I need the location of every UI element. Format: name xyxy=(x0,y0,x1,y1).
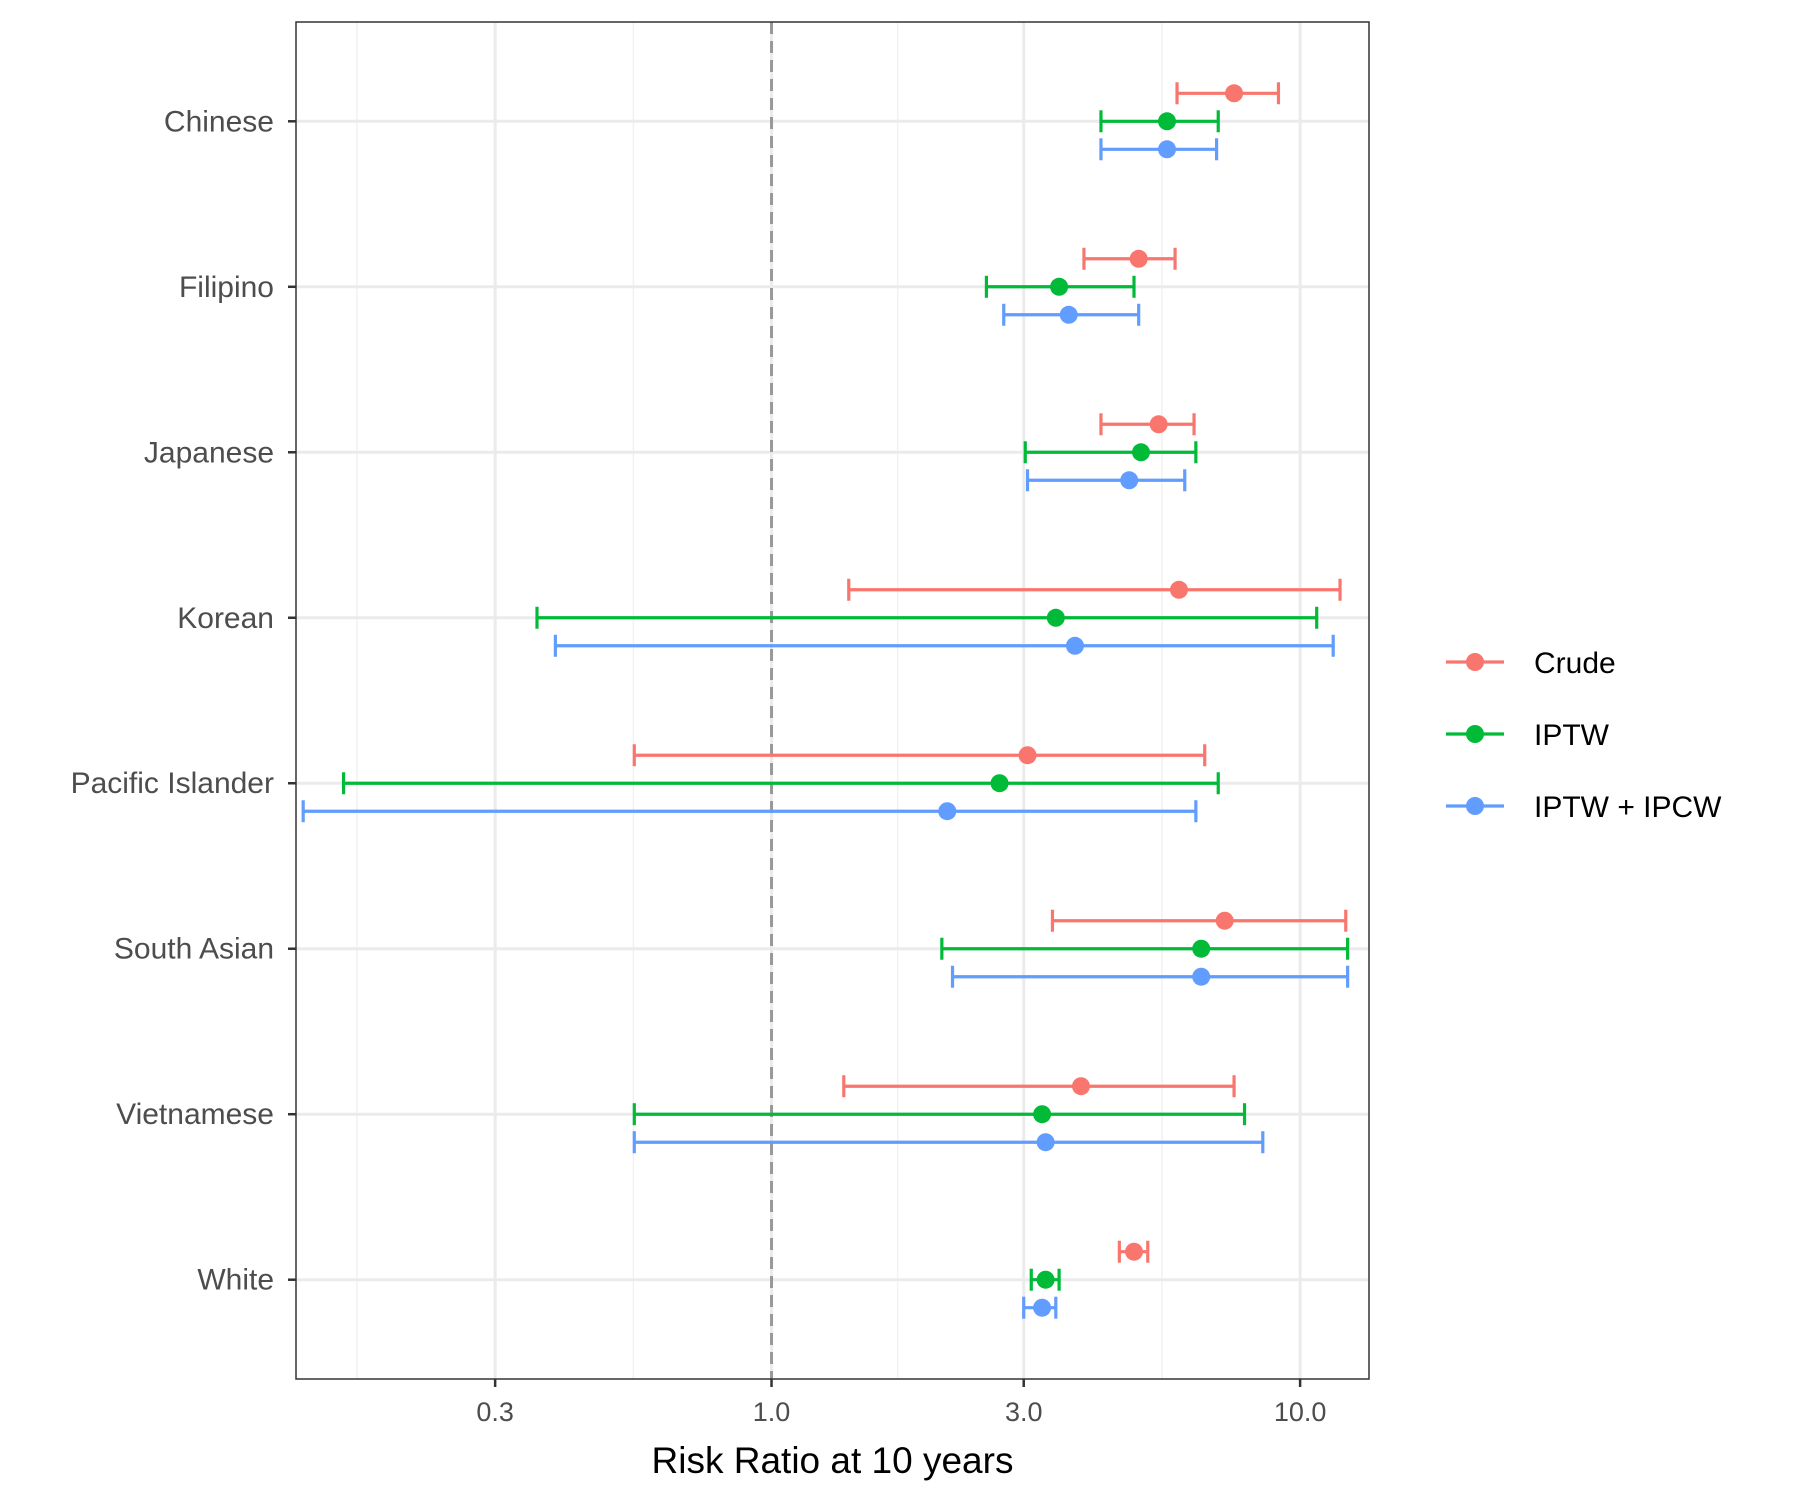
y-tick-label: Chinese xyxy=(164,105,274,138)
ci-bar xyxy=(940,937,1350,960)
point-estimate xyxy=(1225,84,1244,103)
point-estimate xyxy=(1036,1270,1055,1289)
y-tick-label: Vietnamese xyxy=(116,1098,274,1131)
x-axis: 0.3 1.0 3.0 10.0 xyxy=(476,1379,1326,1427)
y-tick-label: South Asian xyxy=(114,933,274,966)
ci-bar xyxy=(1025,469,1187,492)
legend-label: Crude xyxy=(1534,647,1616,680)
point-estimate xyxy=(1192,939,1211,958)
ci-bar xyxy=(632,744,1207,767)
point-estimate xyxy=(1046,608,1065,627)
confidence-intervals xyxy=(301,82,1350,1319)
legend-key-point xyxy=(1466,725,1484,743)
legend-item: IPTW + IPCW xyxy=(1446,791,1722,824)
point-estimate xyxy=(1033,1298,1052,1317)
y-axis: Chinese Filipino Japanese Korean Pacific Isl… xyxy=(71,105,296,1297)
y-tick-label: Japanese xyxy=(144,436,274,469)
ci-bar xyxy=(632,1103,1247,1126)
ci-bar xyxy=(1099,413,1196,436)
point-estimate xyxy=(1215,911,1234,930)
point-estimate xyxy=(1120,471,1139,490)
ci-bar xyxy=(301,800,1198,823)
legend-key-point xyxy=(1466,797,1484,815)
ci-bar xyxy=(847,578,1342,601)
y-tick-label: Pacific Islander xyxy=(71,767,274,800)
point-estimate xyxy=(1192,967,1211,986)
legend-label: IPTW xyxy=(1534,719,1610,752)
y-tick-label: White xyxy=(197,1264,274,1297)
point-estimate xyxy=(1065,636,1084,655)
ci-bar xyxy=(950,965,1350,988)
point-estimate xyxy=(1124,1242,1143,1261)
point-estimate xyxy=(1158,112,1177,131)
major-gridlines xyxy=(296,22,1369,1379)
x-tick-label: 1.0 xyxy=(753,1397,791,1427)
minor-gridlines xyxy=(356,22,1163,1379)
point-estimate xyxy=(1131,443,1150,462)
point-estimate xyxy=(1149,415,1168,434)
y-tick-label: Korean xyxy=(177,602,274,635)
point-estimate xyxy=(938,802,957,821)
point-estimate xyxy=(1129,249,1148,268)
point-estimate xyxy=(1036,1133,1055,1152)
x-tick-label: 10.0 xyxy=(1274,1397,1327,1427)
plot-panel-border xyxy=(295,21,1370,1380)
point-estimate xyxy=(1033,1105,1052,1124)
ci-bar xyxy=(842,1075,1236,1098)
legend-item: Crude xyxy=(1446,647,1616,680)
point-estimates xyxy=(938,84,1244,1317)
ci-bar xyxy=(1082,247,1177,270)
point-estimate xyxy=(1071,1077,1090,1096)
ci-bar xyxy=(535,606,1319,629)
point-estimate xyxy=(1059,305,1078,324)
legend-key-point xyxy=(1466,653,1484,671)
ci-bar xyxy=(341,772,1220,795)
ci-bar xyxy=(632,1131,1265,1154)
x-axis-label: Risk Ratio at 10 years xyxy=(652,1440,1014,1481)
legend: Crude IPTW IPTW + IPCW xyxy=(1446,647,1722,824)
point-estimate xyxy=(1158,140,1177,159)
legend-label: IPTW + IPCW xyxy=(1534,791,1722,824)
ci-bar xyxy=(553,634,1335,657)
x-tick-label: 0.3 xyxy=(476,1397,514,1427)
point-estimate xyxy=(990,774,1009,793)
ci-bar xyxy=(1050,909,1348,932)
point-estimate xyxy=(1169,580,1188,599)
y-tick-label: Filipino xyxy=(179,271,274,304)
point-estimate xyxy=(1018,746,1037,765)
ci-bar xyxy=(1023,441,1198,464)
x-tick-label: 3.0 xyxy=(1005,1397,1043,1427)
point-estimate xyxy=(1050,277,1069,296)
legend-item: IPTW xyxy=(1446,719,1610,752)
